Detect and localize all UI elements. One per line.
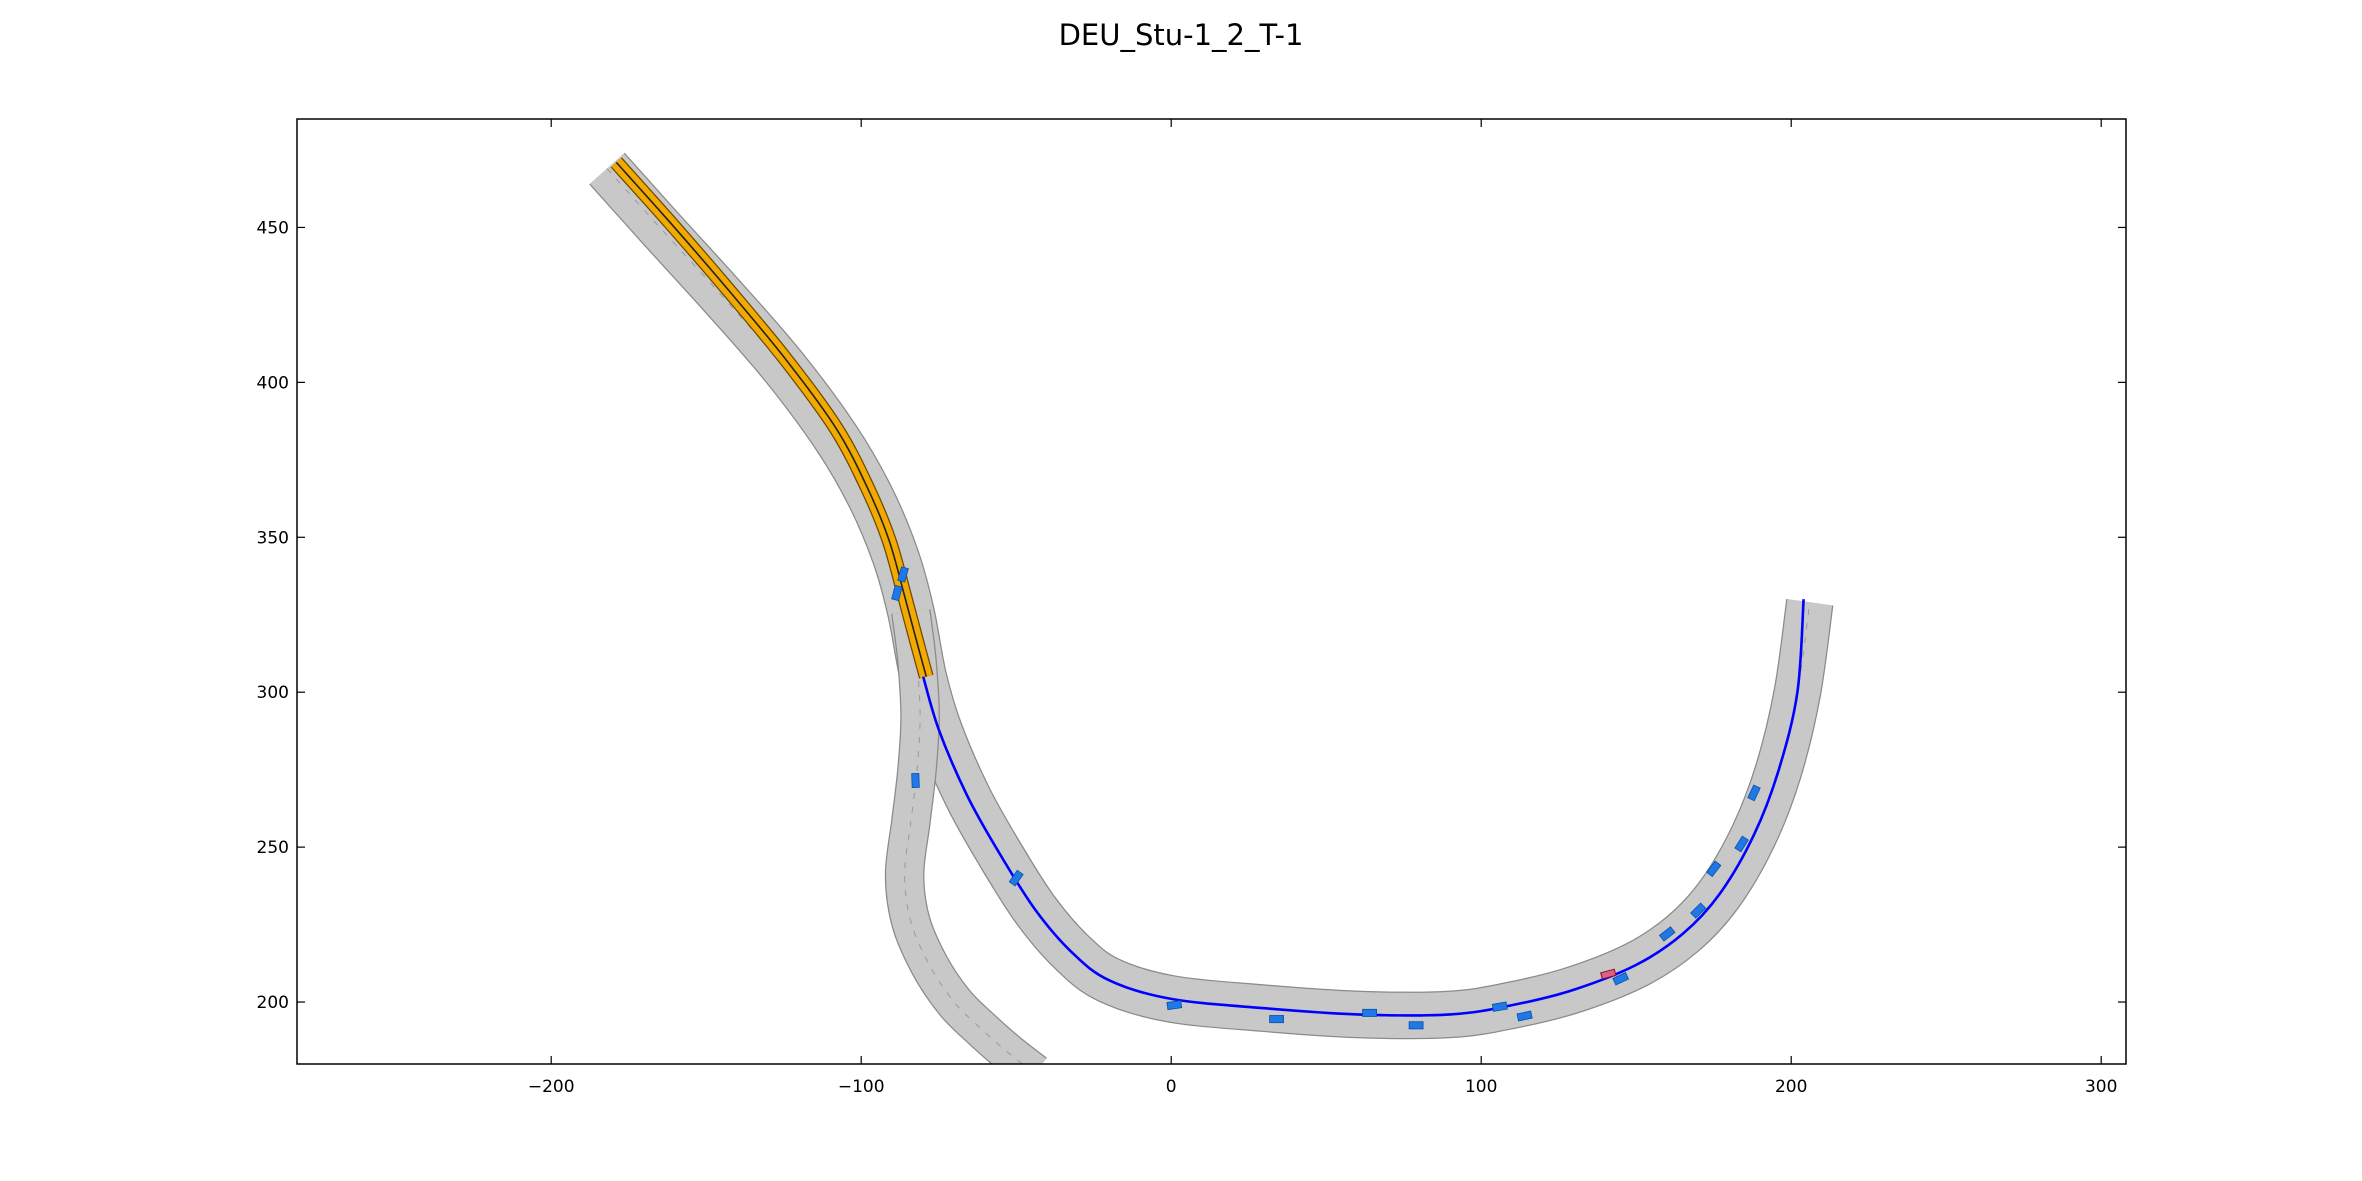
- obstacle-vehicle: [1690, 902, 1707, 919]
- y-tick-label: 300: [257, 683, 289, 703]
- obstacle-vehicle: [1008, 869, 1024, 887]
- obstacle-vehicle: [1516, 1010, 1533, 1022]
- main_road: [590, 153, 1833, 1038]
- x-tick-label: −100: [838, 1077, 885, 1097]
- y-tick-label: 350: [257, 528, 289, 548]
- chart-title: DEU_Stu-1_2_T-1: [1059, 18, 1304, 52]
- y-tick-label: 250: [257, 838, 289, 858]
- obstacle-vehicle: [1705, 860, 1722, 878]
- obstacle-vehicle: [1408, 1021, 1424, 1030]
- obstacle-vehicle: [1491, 1001, 1508, 1012]
- goal-region-centerline: [615, 161, 928, 677]
- x-tick-label: 200: [1775, 1077, 1807, 1097]
- obstacle-vehicle: [1362, 1008, 1377, 1017]
- main_road-edge: [589, 152, 1834, 1040]
- obstacle-vehicle: [1734, 835, 1749, 853]
- obstacle-vehicle: [1658, 926, 1676, 942]
- plot-area: [589, 152, 1834, 1064]
- obstacle-vehicle: [1612, 972, 1630, 986]
- x-axis: −200 −100 0 100 200 300: [528, 119, 2117, 1097]
- x-tick-label: 0: [1166, 1077, 1177, 1097]
- x-tick-label: 100: [1465, 1077, 1497, 1097]
- x-tick-label: 300: [2085, 1077, 2117, 1097]
- obstacle-vehicle: [1166, 1000, 1183, 1011]
- y-tick-label: 450: [257, 218, 289, 238]
- main_road-lane-marking: [606, 168, 1811, 1016]
- obstacle-vehicle: [891, 584, 903, 602]
- ego-vehicle: [1600, 968, 1617, 980]
- plot-frame: [296, 118, 2127, 1065]
- x-tick-label: −200: [528, 1077, 575, 1097]
- branch_road-lane-marking: [904, 611, 1024, 1064]
- y-tick-label: 400: [257, 373, 289, 393]
- planned-route: [921, 599, 1805, 1017]
- obstacle-vehicle: [897, 566, 909, 583]
- obstacle-vehicle: [911, 772, 920, 789]
- obstacle-vehicle: [1747, 784, 1761, 802]
- y-axis: 200 250 300 350 400 450: [257, 218, 2126, 1013]
- y-tick-label: 200: [257, 993, 289, 1013]
- obstacle-vehicle: [1269, 1015, 1284, 1024]
